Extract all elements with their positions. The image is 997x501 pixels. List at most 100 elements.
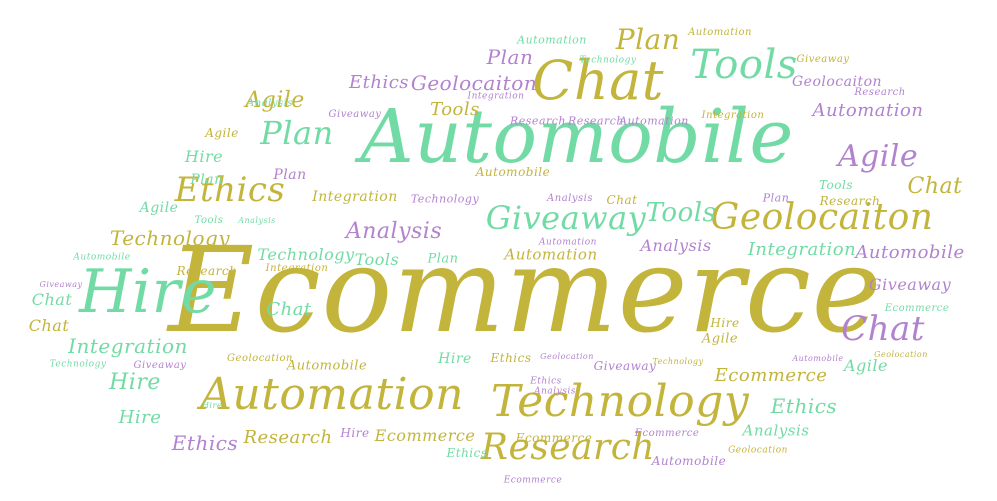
word-tools: Tools [430, 99, 480, 120]
word-hire: Hire [118, 407, 162, 428]
word-hire: Hire [710, 316, 740, 330]
word-integration: Integration [701, 110, 765, 121]
word-giveaway: Giveaway [39, 280, 83, 289]
word-chat: Chat [841, 309, 925, 349]
word-tools: Tools [818, 178, 854, 192]
word-agile: Agile [205, 126, 239, 140]
word-automation: Automation [504, 245, 598, 264]
word-technology: Technology [257, 245, 355, 264]
word-automobile: Automobile [360, 94, 794, 180]
word-ecommerce: Ecommerce [168, 221, 882, 359]
word-hire: Hire [340, 426, 370, 440]
word-ethics: Ethics [348, 72, 410, 93]
word-automobile: Automobile [73, 252, 131, 263]
word-ecommerce: Ecommerce [884, 303, 950, 314]
word-tools: Tools [690, 42, 798, 88]
word-integration: Integration [747, 239, 857, 260]
word-research: Research [176, 264, 238, 278]
word-plan: Plan [762, 191, 790, 205]
word-analysis: Analysis [547, 193, 593, 204]
word-giveaway: Giveaway [868, 275, 952, 294]
word-research: Research [819, 194, 881, 208]
word-analysis: Analysis [345, 219, 443, 244]
word-plan: Plan [190, 172, 224, 188]
word-agile: Agile [837, 139, 919, 174]
word-analysis: Analysis [640, 236, 712, 255]
word-technology: Technology [410, 192, 480, 206]
word-hire: Hire [201, 401, 223, 410]
word-technology: Technology [652, 357, 704, 366]
word-automation: Automation [619, 114, 689, 128]
word-automation: Automation [200, 369, 464, 420]
word-tools: Tools [194, 215, 224, 226]
word-plan: Plan [427, 251, 459, 267]
word-technology: Technology [109, 226, 231, 250]
word-automobile: Automobile [651, 454, 727, 468]
word-agile: Agile [139, 200, 179, 216]
word-giveaway: Giveaway [328, 109, 382, 120]
word-ecommerce: Ecommerce [515, 431, 593, 445]
word-automation: Automation [812, 100, 924, 121]
word-ethics: Ethics [171, 431, 239, 455]
word-research: Research [243, 427, 333, 448]
word-research: Research [509, 114, 567, 128]
word-analysis: Analysis [247, 98, 293, 109]
word-giveaway: Giveaway [593, 359, 657, 373]
word-research: Research [567, 114, 625, 128]
word-geolocaiton: Geolocaiton [410, 71, 538, 95]
word-plan: Plan [260, 114, 334, 152]
word-chat: Chat [606, 193, 638, 207]
word-geolocation: Geolocation [874, 350, 928, 359]
word-ethics: Ethics [490, 351, 532, 365]
word-geolocaiton: Geolocaiton [710, 197, 934, 238]
word-automobile: Automobile [855, 242, 965, 263]
word-hire: Hire [109, 370, 161, 395]
word-chat: Chat [532, 49, 664, 112]
word-geolocation: Geolocation [728, 445, 788, 456]
word-integration: Integration [68, 334, 188, 358]
word-geolocation: Geolocation [227, 353, 293, 364]
word-ethics: Ethics [174, 170, 286, 210]
word-plan: Plan [273, 167, 307, 183]
word-research: Research [480, 427, 656, 468]
word-integration: Integration [265, 263, 329, 274]
word-automation: Automation [539, 237, 597, 248]
word-hire: Hire [79, 257, 217, 327]
word-analysis: Analysis [534, 386, 576, 397]
word-hire: Hire [184, 147, 224, 166]
word-giveaway: Giveaway [485, 199, 647, 237]
word-giveaway: Giveaway [796, 54, 850, 65]
word-tools: Tools [645, 198, 717, 228]
word-analysis: Analysis [238, 216, 276, 225]
word-research: Research [854, 87, 906, 98]
word-ecommerce: Ecommerce [634, 428, 700, 439]
word-plan: Plan [486, 45, 534, 69]
word-hire: Hire [438, 351, 472, 367]
word-agile: Agile [245, 88, 305, 113]
word-automation: Automation [517, 33, 587, 47]
word-analysis: Analysis [742, 421, 810, 440]
word-automobile: Automobile [475, 165, 551, 179]
word-chat: Chat [31, 290, 73, 309]
word-automobile: Automobile [286, 358, 368, 374]
word-chat: Chat [28, 316, 70, 335]
word-integration: Integration [467, 91, 525, 102]
word-technology: Technology [579, 55, 637, 66]
word-plan: Plan [615, 23, 681, 56]
word-ecommerce: Ecommerce [374, 426, 476, 445]
word-technology: Technology [490, 376, 750, 427]
word-technology: Technology [49, 359, 107, 370]
word-chat: Chat [266, 299, 312, 320]
word-tools: Tools [354, 250, 400, 269]
word-ecommerce: Ecommerce [503, 475, 563, 486]
word-automation: Automation [688, 27, 752, 38]
word-chat: Chat [907, 174, 963, 199]
word-agile: Agile [844, 356, 888, 375]
word-geolocaiton: Geolocaiton [791, 74, 883, 90]
word-giveaway: Giveaway [133, 360, 187, 371]
word-ethics: Ethics [530, 376, 562, 387]
word-agile: Agile [701, 331, 739, 347]
word-ethics: Ethics [446, 446, 488, 460]
word-automobile: Automobile [792, 354, 844, 363]
